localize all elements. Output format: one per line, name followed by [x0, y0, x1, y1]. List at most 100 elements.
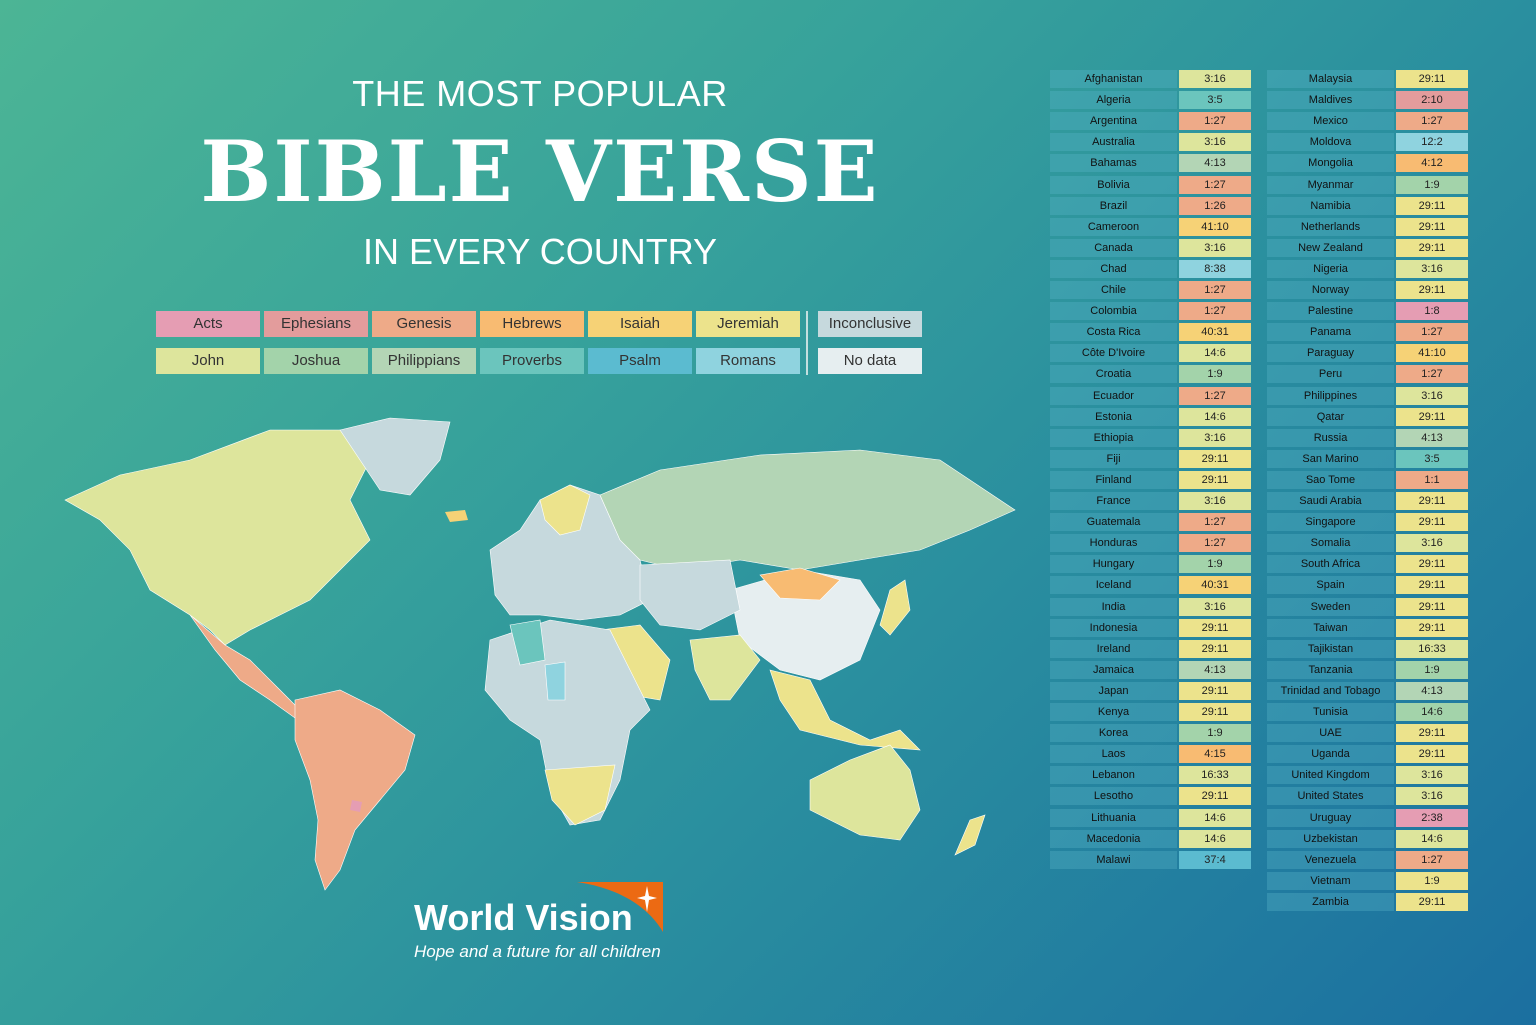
verse-value: 29:11: [1396, 407, 1468, 426]
region-southern-africa: [544, 764, 616, 826]
country-name: India: [1050, 597, 1177, 616]
country-name: Netherlands: [1267, 217, 1394, 236]
table-row: Somalia 3:16: [1267, 534, 1468, 553]
country-name: Singapore: [1267, 513, 1394, 532]
verse-value: 1:27: [1179, 112, 1251, 131]
legend-item-philippians: Philippians: [372, 348, 476, 374]
country-name: United Kingdom: [1267, 766, 1394, 785]
verse-value: 29:11: [1396, 576, 1468, 595]
table-row: Philippines 3:16: [1267, 386, 1468, 405]
verse-value: 1:27: [1396, 850, 1468, 869]
verse-value: 1:9: [1396, 871, 1468, 890]
legend-item-inconclusive: Inconclusive: [818, 311, 922, 337]
country-name: Lebanon: [1050, 766, 1177, 785]
table-row: Iceland 40:31: [1050, 576, 1251, 595]
verse-value: 1:9: [1396, 175, 1468, 194]
verse-value: 1:27: [1396, 112, 1468, 131]
table-row: Ecuador 1:27: [1050, 386, 1251, 405]
verse-value: 3:16: [1396, 534, 1468, 553]
country-name: Philippines: [1267, 386, 1394, 405]
country-name: Malaysia: [1267, 70, 1394, 88]
table-row: Ethiopia 3:16: [1050, 428, 1251, 447]
country-name: Malawi: [1050, 850, 1177, 869]
country-name: Panama: [1267, 323, 1394, 342]
table-row: Qatar 29:11: [1267, 407, 1468, 426]
legend-divider: [806, 311, 808, 375]
table-row: Australia 3:16: [1050, 133, 1251, 152]
region-central-asia: [639, 559, 741, 631]
country-name: UAE: [1267, 724, 1394, 743]
verse-value: 4:15: [1179, 745, 1251, 764]
verse-value: 1:9: [1396, 660, 1468, 679]
verse-value: 41:10: [1396, 344, 1468, 363]
table-row: Malawi 37:4: [1050, 850, 1251, 869]
table-row: Kenya 29:11: [1050, 703, 1251, 721]
country-name: Macedonia: [1050, 829, 1177, 848]
region-greenland: [339, 417, 451, 496]
verse-value: 29:11: [1396, 492, 1468, 510]
legend-item-isaiah: Isaiah: [588, 311, 692, 337]
verse-value: 1:27: [1179, 281, 1251, 299]
country-name: Tajikistan: [1267, 639, 1394, 658]
verse-value: 12:2: [1396, 133, 1468, 152]
region-iceland: [445, 510, 468, 522]
verse-value: 14:6: [1179, 407, 1251, 426]
verse-value: 3:16: [1179, 238, 1251, 257]
table-row: Fiji 29:11: [1050, 449, 1251, 468]
verse-value: 1:9: [1179, 555, 1251, 574]
table-row: Algeria 3:5: [1050, 91, 1251, 110]
table-row: Hungary 1:9: [1050, 555, 1251, 574]
legend-item-jeremiah: Jeremiah: [696, 311, 800, 337]
table-row: Myanmar 1:9: [1267, 175, 1468, 194]
verse-value: 16:33: [1396, 639, 1468, 658]
table-row: Estonia 14:6: [1050, 407, 1251, 426]
verse-value: 3:16: [1396, 766, 1468, 785]
country-name: Mongolia: [1267, 154, 1394, 173]
country-name: Argentina: [1050, 112, 1177, 131]
verse-value: 1:27: [1396, 323, 1468, 342]
table-row: Moldova 12:2: [1267, 133, 1468, 152]
verse-value: 2:38: [1396, 808, 1468, 827]
table-row: Russia 4:13: [1267, 428, 1468, 447]
verse-value: 3:16: [1396, 386, 1468, 405]
verse-value: 40:31: [1179, 576, 1251, 595]
table-row: Tunisia 14:6: [1267, 703, 1468, 721]
verse-value: 29:11: [1396, 724, 1468, 743]
region-new-zealand: [954, 814, 986, 856]
region-scandinavia: [539, 484, 591, 536]
country-name: Somalia: [1267, 534, 1394, 553]
table-row: Guatemala 1:27: [1050, 513, 1251, 532]
country-name: Moldova: [1267, 133, 1394, 152]
country-name: Ecuador: [1050, 386, 1177, 405]
country-name: New Zealand: [1267, 238, 1394, 257]
table-row: Singapore 29:11: [1267, 513, 1468, 532]
table-row: Netherlands 29:11: [1267, 217, 1468, 236]
country-name: Chad: [1050, 259, 1177, 278]
country-name: France: [1050, 492, 1177, 510]
legend-item-acts: Acts: [156, 311, 260, 337]
table-row: United States 3:16: [1267, 787, 1468, 806]
country-name: Costa Rica: [1050, 323, 1177, 342]
verse-value: 1:26: [1179, 196, 1251, 215]
table-row: Zambia 29:11: [1267, 892, 1468, 911]
verse-value: 29:11: [1396, 745, 1468, 764]
legend-item-proverbs: Proverbs: [480, 348, 584, 374]
table-row: Nigeria 3:16: [1267, 259, 1468, 278]
verse-value: 29:11: [1396, 217, 1468, 236]
table-row: Lesotho 29:11: [1050, 787, 1251, 806]
country-name: Cameroon: [1050, 217, 1177, 236]
logo-triangle: [577, 882, 663, 932]
table-row: Canada 3:16: [1050, 238, 1251, 257]
verse-value: 4:13: [1179, 154, 1251, 173]
country-name: Honduras: [1050, 534, 1177, 553]
verse-value: 4:13: [1396, 428, 1468, 447]
country-name: Guatemala: [1050, 513, 1177, 532]
legend-item-joshua: Joshua: [264, 348, 368, 374]
title-line-1: THE MOST POPULAR: [352, 73, 728, 114]
verse-value: 40:31: [1179, 323, 1251, 342]
verse-value: 4:12: [1396, 154, 1468, 173]
title-line-3: IN EVERY COUNTRY: [362, 231, 718, 272]
table-row: Bahamas 4:13: [1050, 154, 1251, 173]
verse-value: 1:27: [1179, 513, 1251, 532]
legend-item-ephesians: Ephesians: [264, 311, 368, 337]
